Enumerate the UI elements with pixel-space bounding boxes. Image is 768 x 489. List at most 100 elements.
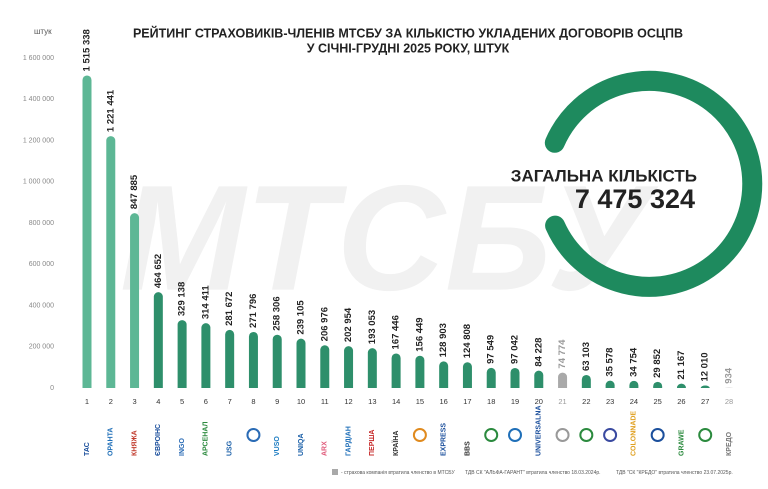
value-label: 847 885 [129,174,140,209]
bar [296,338,306,388]
chart-title: РЕЙТИНГ СТРАХОВИКІВ-ЧЛЕНІВ МТСБУ ЗА КІЛЬ… [133,25,683,40]
value-label: 12 010 [700,352,711,381]
value-label: 34 754 [628,347,639,377]
value-label: 329 138 [177,282,188,316]
bar [653,381,663,388]
bar [581,374,591,388]
value-label: 128 903 [438,323,449,357]
company-logo: КНЯЖА [131,430,138,456]
bar [248,331,258,388]
x-tick-label: 28 [725,397,733,406]
bar [534,370,544,388]
value-label: 167 446 [391,315,402,349]
total-value: 7 475 324 [575,184,695,214]
y-tick-label: 1 400 000 [23,96,54,103]
value-label: 84 228 [533,338,544,367]
company-logo: ОРАНТА [108,428,115,457]
x-tick-label: 26 [677,397,685,406]
value-label: 314 411 [200,285,211,320]
company-logo: INGO [179,438,186,456]
bar [225,329,235,388]
footnote: ТДВ "СК "КРЕДО" втратила членство 23.07.… [616,470,733,476]
company-logo: COLONNADE [631,411,638,456]
company-logo-icon [484,428,499,442]
company-logo: КРАЇНА [392,431,400,456]
company-logo-icon [698,428,713,442]
company-logo-icon [579,428,594,442]
value-label: 239 105 [296,300,307,335]
company-logo: АРСЕНАЛ [203,422,210,456]
bar [700,385,710,388]
x-tick-label: 17 [463,397,471,406]
bar [201,323,211,388]
company-logo: EXPRESS [441,423,448,456]
footnote: - страхова компанія втратила членство в … [341,470,455,476]
company-logo: VUSO [274,436,281,456]
y-axis-label: штук [34,27,52,36]
company-logo: ГАРДІАН [345,426,352,456]
value-label: 281 672 [224,292,235,326]
value-label: 156 449 [414,317,425,351]
total-ring [544,70,763,297]
x-tick-label: 13 [368,397,376,406]
bar [676,383,686,388]
x-tick-label: 16 [439,397,447,406]
value-label: 74 774 [557,339,568,369]
x-tick-label: 12 [344,397,352,406]
value-label: 97 549 [486,335,497,364]
bar [439,361,449,388]
bar [344,346,354,388]
x-tick-label: 2 [109,397,113,406]
company-logo-icon [650,428,665,442]
value-label: 464 652 [153,254,164,288]
x-tick-label: 19 [511,397,519,406]
x-tick-label: 23 [606,397,614,406]
bar [320,345,330,388]
y-tick-label: 1 200 000 [23,137,54,144]
bar [82,75,92,388]
company-logo-icon [555,428,570,442]
x-tick-label: 7 [228,397,232,406]
bar [462,362,472,388]
company-logo: UNIQA [298,433,305,456]
x-tick-label: 25 [653,397,661,406]
bar [486,367,496,388]
bar [605,380,615,388]
value-label: 97 042 [510,335,521,364]
bar [367,348,377,388]
x-tick-label: 14 [392,397,400,406]
company-logo: ЄВРОІНС [155,424,162,456]
company-logo: GRAWE [678,429,685,456]
x-tick-label: 10 [297,397,305,406]
value-label: 271 796 [248,294,259,328]
bar [130,213,140,388]
company-logo: ARX [322,441,329,456]
x-tick-label: 3 [132,397,136,406]
x-tick-label: 1 [85,397,89,406]
bar [510,367,520,388]
x-tick-label: 20 [535,397,543,406]
total-title: ЗАГАЛЬНА КІЛЬКІСТЬ [511,166,697,185]
value-label: 193 053 [367,310,378,344]
value-label: 63 103 [581,342,592,371]
value-label: 124 808 [462,324,473,358]
company-logo-icon [603,428,618,442]
y-tick-label: 0 [50,385,54,392]
x-tick-label: 22 [582,397,590,406]
y-tick-label: 600 000 [29,261,54,268]
value-label: 1 221 441 [105,89,116,132]
y-tick-label: 1 000 000 [23,179,54,186]
x-tick-label: 15 [416,397,424,406]
company-logo: КРЕДО [726,431,733,456]
bar [391,353,401,388]
x-tick-label: 6 [204,397,208,406]
company-logo-icon [246,428,261,442]
company-logo: BBS [464,441,471,456]
bar [415,355,425,388]
value-label: 29 852 [652,349,663,378]
company-logo-icon [412,428,427,442]
x-tick-label: 18 [487,397,495,406]
value-label: 1 515 338 [82,29,93,71]
